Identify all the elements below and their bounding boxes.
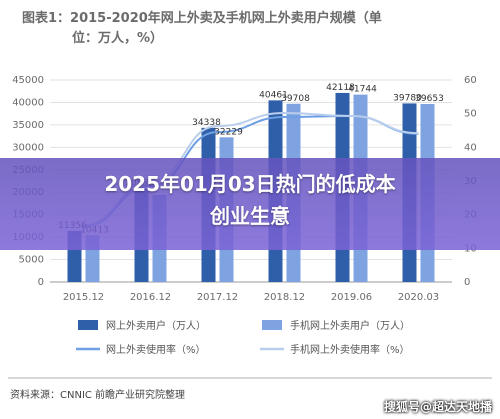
- headline-text: 2025年01月03日热门的低成本 创业生意: [0, 168, 500, 232]
- x-tick-label: 2016.12: [130, 292, 171, 303]
- legend-label: 网上外卖用户（万人）: [106, 319, 206, 332]
- left-tick-label: 0: [38, 277, 44, 288]
- right-tick-label: 50: [464, 109, 477, 120]
- bar-value-label: 34338: [192, 118, 221, 128]
- left-tick-label: 40000: [12, 97, 44, 108]
- source-text: 资料来源：CNNIC 前瞻产业研究院整理: [10, 388, 185, 401]
- bar-value-label: 41744: [348, 85, 377, 95]
- legend-label: 手机网上外卖用户（万人）: [290, 319, 410, 332]
- headline-banner: [0, 158, 500, 250]
- x-tick-label: 2018.12: [264, 292, 305, 303]
- legend-label: 网上外卖使用率（%）: [106, 343, 206, 356]
- left-tick-label: 45000: [12, 75, 44, 86]
- x-tick-label: 2019.06: [331, 292, 372, 303]
- right-tick-label: 0: [464, 277, 470, 288]
- x-axis-ticks: 2015.12 2016.12 2017.12 2018.12 2019.06 2020.…: [63, 292, 439, 303]
- left-tick-label: 5000: [19, 255, 44, 266]
- right-tick-label: 60: [464, 75, 477, 86]
- chart-title-line-1: 图表1：2015-2020年网上外卖及手机网上外卖用户规模（单: [22, 10, 382, 26]
- left-tick-label: 30000: [12, 142, 44, 153]
- chart-title-line-2: 位：万人，%）: [72, 30, 163, 46]
- x-tick-label: 2015.12: [63, 292, 104, 303]
- x-tick-label: 2017.12: [197, 292, 238, 303]
- right-tick-label: 40: [464, 142, 477, 153]
- x-tick-label: 2020.03: [398, 292, 439, 303]
- watermark: 搜狐号@超达天地播: [383, 400, 492, 414]
- legend-swatch: [262, 320, 282, 330]
- bar-value-label: 40461: [259, 90, 288, 100]
- bar-value-label: 39653: [415, 94, 444, 104]
- bar-value-label: 42118: [326, 83, 355, 93]
- legend-swatch: [78, 320, 98, 330]
- headline-line-2: 创业生意: [210, 204, 290, 228]
- legend-label: 手机网上外卖使用率（%）: [290, 343, 410, 356]
- headline-line-1: 2025年01月03日热门的低成本: [104, 172, 396, 196]
- bar-value-label: 32229: [214, 127, 243, 137]
- legend: 网上外卖用户（万人） 手机网上外卖用户（万人） 网上外卖使用率（%） 手机网上外卖使用…: [76, 319, 410, 356]
- left-tick-label: 35000: [12, 120, 44, 131]
- bar-value-label: 39708: [281, 94, 310, 104]
- bar-value-label: 39780: [393, 93, 422, 103]
